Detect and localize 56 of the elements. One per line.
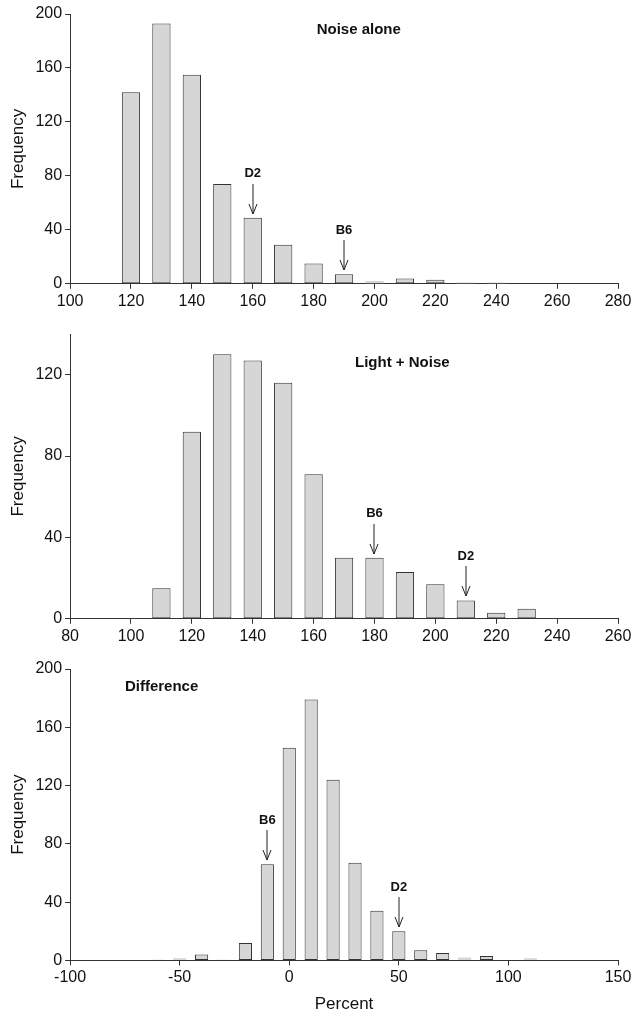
x-tick-label: 100 (117, 626, 145, 644)
x-tick-label: 240 (482, 291, 510, 309)
x-tick-label: -50 (168, 968, 192, 986)
annotation: B6 (259, 811, 276, 827)
annotation: B6 (366, 505, 383, 521)
y-tick-label: 120 (35, 112, 63, 130)
x-tick-label: 150 (604, 968, 632, 986)
x-tick-label: 260 (604, 626, 632, 644)
x-tick-label: 260 (543, 291, 571, 309)
x-tick-label: 220 (422, 291, 449, 309)
annotation: B6 (335, 221, 353, 237)
x-axis-title: Percent (314, 994, 374, 1014)
x-tick-label: 100 (56, 291, 84, 309)
x-tick-label: 220 (482, 626, 510, 644)
x-tick-label: 0 (284, 968, 294, 986)
y-tick-label: 200 (35, 4, 63, 22)
y-tick-label: 80 (44, 834, 63, 852)
text: Difference (124, 676, 199, 694)
x-tick-label: 120 (117, 291, 145, 309)
y-tick-label: 200 (35, 659, 63, 677)
y-tick-label: 0 (53, 609, 63, 627)
x-tick-label: 200 (422, 626, 449, 644)
y-tick-label: 120 (35, 775, 63, 793)
y-axis-title: Frequency (7, 108, 27, 190)
x-tick-label: 180 (300, 291, 328, 309)
y-tick-label: 40 (44, 527, 63, 545)
y-tick-label: 80 (44, 166, 63, 184)
x-tick-label: 140 (178, 291, 206, 309)
y-tick-label: 80 (44, 446, 63, 464)
y-tick-label: 160 (35, 717, 63, 735)
y-tick-label: 0 (53, 274, 63, 292)
x-tick-label: 140 (239, 626, 267, 644)
annotation: D2 (390, 878, 408, 894)
x-tick-label: 120 (178, 626, 206, 644)
bar (365, 281, 384, 284)
x-tick-label: 100 (495, 968, 522, 986)
x-tick-label: 280 (604, 291, 632, 309)
y-tick-label: 0 (53, 950, 63, 968)
text: Light + Noise (355, 352, 450, 370)
x-tick-label: 160 (300, 626, 328, 644)
x-tick-label: 50 (389, 968, 408, 986)
y-tick-label: 40 (44, 220, 63, 238)
x-tick-label: 160 (239, 291, 267, 309)
x-tick-label: 200 (361, 291, 388, 309)
y-tick-label: 160 (35, 58, 63, 76)
chart-title: Noise alone (316, 20, 401, 38)
y-tick-label: 40 (44, 892, 63, 910)
annotation: D2 (244, 165, 262, 181)
y-axis-title: Frequency (7, 435, 27, 517)
bar (458, 957, 472, 960)
x-tick-label: 240 (543, 626, 571, 644)
x-tick-label: 180 (361, 626, 388, 644)
y-tick-label: 120 (35, 365, 63, 383)
y-axis-title: Frequency (7, 774, 27, 855)
annotation: D2 (457, 548, 475, 564)
x-tick-label: -100 (54, 968, 87, 986)
